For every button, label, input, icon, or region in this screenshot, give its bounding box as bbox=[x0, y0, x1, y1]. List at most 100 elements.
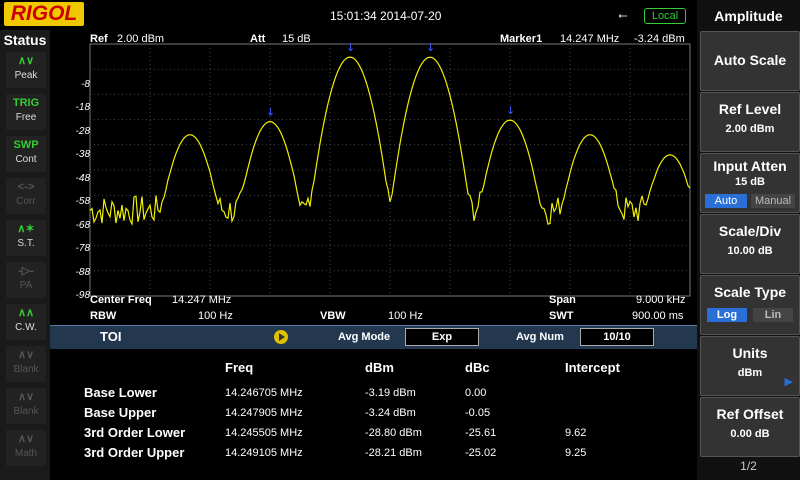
spectrum-plot-area: ↓ ↓ ↓ ↓ bbox=[50, 30, 697, 325]
units-label: Units bbox=[732, 345, 768, 361]
header-intercept: Intercept bbox=[565, 360, 620, 375]
units-button[interactable]: Units dBm ▶ bbox=[700, 336, 800, 396]
cell-freq: 14.245505 MHz bbox=[225, 427, 303, 439]
y-tick-label: -78 bbox=[75, 243, 90, 254]
scale-div-value: 10.00 dB bbox=[727, 245, 773, 257]
avg-mode-label: Avg Mode bbox=[338, 331, 391, 343]
status-item-label: Corr bbox=[16, 196, 36, 207]
status-item-cont[interactable]: SWP Cont bbox=[6, 136, 46, 172]
status-item-label: Blank bbox=[13, 406, 39, 417]
status-icon: ∧✶ bbox=[17, 223, 35, 235]
status-item-free[interactable]: TRIG Free bbox=[6, 94, 46, 130]
spectrum-plot: ↓ ↓ ↓ ↓ bbox=[89, 41, 691, 297]
arrow-right-icon: ▶ bbox=[784, 376, 793, 388]
scale-type-button[interactable]: Scale Type Log Lin bbox=[700, 275, 800, 335]
cell-dbc: -25.61 bbox=[465, 427, 497, 439]
auto-scale-button[interactable]: Auto Scale bbox=[700, 31, 800, 91]
status-icon: ∧∨ bbox=[17, 391, 35, 403]
cell-dbm: -28.21 dBm bbox=[365, 447, 422, 459]
scale-lin-option[interactable]: Lin bbox=[753, 308, 793, 322]
input-atten-label: Input Atten bbox=[713, 158, 787, 174]
scale-type-label: Scale Type bbox=[713, 284, 787, 300]
marker-arrow-2: ↓ bbox=[346, 41, 355, 54]
y-tick-label: -48 bbox=[75, 172, 90, 184]
y-tick-label: -58 bbox=[75, 196, 90, 207]
status-item-label: Blank bbox=[13, 364, 39, 375]
span-label: Span bbox=[549, 294, 576, 306]
play-icon[interactable] bbox=[274, 330, 288, 344]
atten-manual-option[interactable]: Manual bbox=[751, 194, 795, 208]
status-item-label: C.W. bbox=[15, 322, 37, 333]
local-badge[interactable]: Local bbox=[644, 8, 686, 24]
input-atten-button[interactable]: Input Atten 15 dB Auto Manual bbox=[700, 153, 800, 213]
cell-freq: 14.246705 MHz bbox=[225, 387, 303, 399]
auto-scale-label: Auto Scale bbox=[713, 52, 787, 68]
cell-freq: 14.249105 MHz bbox=[225, 447, 303, 459]
menu-title: Amplitude bbox=[714, 8, 783, 24]
spectrum-trace bbox=[89, 56, 691, 227]
status-item-s-t-[interactable]: ∧✶ S.T. bbox=[6, 220, 46, 256]
status-item-math[interactable]: ∧∨ Math bbox=[6, 430, 46, 466]
units-value: dBm bbox=[737, 367, 763, 379]
status-item-label: PA bbox=[19, 280, 33, 291]
ref-label: Ref bbox=[90, 33, 108, 45]
atten-auto-option[interactable]: Auto bbox=[705, 194, 747, 208]
status-item-c-w-[interactable]: ∧∧ C.W. bbox=[6, 304, 46, 340]
scale-div-button[interactable]: Scale/Div 10.00 dB bbox=[700, 214, 800, 274]
rbw-label: RBW bbox=[90, 310, 117, 322]
y-tick-label: -68 bbox=[75, 219, 90, 231]
status-item-blank[interactable]: ∧∨ Blank bbox=[6, 388, 46, 424]
status-icon: ∧∨ bbox=[17, 55, 35, 67]
cell-dbc: 0.00 bbox=[465, 387, 487, 399]
scale-log-option[interactable]: Log bbox=[707, 308, 747, 322]
status-icon: ∧∧ bbox=[17, 307, 35, 319]
y-tick-label: -88 bbox=[75, 266, 90, 278]
status-item-label: Cont bbox=[15, 154, 37, 165]
status-item-blank[interactable]: ∧∨ Blank bbox=[6, 346, 46, 382]
rigol-logo: RIGOL bbox=[4, 2, 84, 26]
input-atten-value: 15 dB bbox=[735, 176, 765, 188]
status-icon: -▷- bbox=[18, 265, 34, 277]
avg-mode-field[interactable]: Exp bbox=[405, 328, 479, 346]
status-item-label: Peak bbox=[14, 70, 38, 81]
marker-arrow-1: ↓ bbox=[266, 106, 275, 119]
att-label: Att bbox=[250, 33, 266, 45]
y-tick-label: -8 bbox=[81, 78, 90, 90]
status-item-pa[interactable]: -▷- PA bbox=[6, 262, 46, 298]
status-item-peak[interactable]: ∧∨ Peak bbox=[6, 52, 46, 88]
toi-title: TOI bbox=[100, 329, 122, 344]
status-icon: SWP bbox=[13, 139, 39, 151]
status-item-label: Math bbox=[14, 448, 38, 459]
cell-intercept: 9.25 bbox=[565, 447, 587, 459]
status-icon: ∧∨ bbox=[17, 433, 35, 445]
ref-offset-value: 0.00 dB bbox=[730, 428, 770, 440]
marker-label: Marker1 bbox=[500, 33, 543, 45]
ref-value: 2.00 dBm bbox=[117, 33, 165, 45]
marker-arrow-4: ↓ bbox=[506, 104, 515, 117]
vbw-label: VBW bbox=[320, 310, 346, 322]
row-label: Base Upper bbox=[84, 405, 157, 420]
cell-intercept: 9.62 bbox=[565, 427, 587, 439]
usb-icon: ⭠ bbox=[618, 8, 628, 22]
cell-dbm: -28.80 dBm bbox=[365, 427, 422, 439]
row-label: 3rd Order Upper bbox=[84, 445, 185, 460]
center-freq-label: Center Freq bbox=[90, 294, 152, 306]
row-label: Base Lower bbox=[84, 385, 157, 400]
y-tick-label: -98 bbox=[75, 290, 90, 301]
cell-dbc: -0.05 bbox=[465, 407, 491, 419]
scale-div-label: Scale/Div bbox=[718, 223, 782, 239]
toi-results-table bbox=[50, 349, 697, 480]
rbw-value: 100 Hz bbox=[198, 310, 233, 322]
ref-offset-button[interactable]: Ref Offset 0.00 dB bbox=[700, 397, 800, 457]
status-icon: TRIG bbox=[12, 97, 40, 109]
header-dbm: dBm bbox=[365, 360, 394, 375]
row-label: 3rd Order Lower bbox=[84, 425, 186, 440]
status-item-label: S.T. bbox=[17, 238, 35, 249]
marker-arrow-3: ↓ bbox=[426, 41, 435, 54]
marker-level: -3.24 dBm bbox=[634, 33, 685, 45]
cell-dbm: -3.24 dBm bbox=[365, 407, 416, 419]
avg-num-field[interactable]: 10/10 bbox=[580, 328, 654, 346]
avg-num-label: Avg Num bbox=[516, 331, 564, 343]
ref-level-button[interactable]: Ref Level 2.00 dBm bbox=[700, 92, 800, 152]
status-item-corr[interactable]: <-> Corr bbox=[6, 178, 46, 214]
